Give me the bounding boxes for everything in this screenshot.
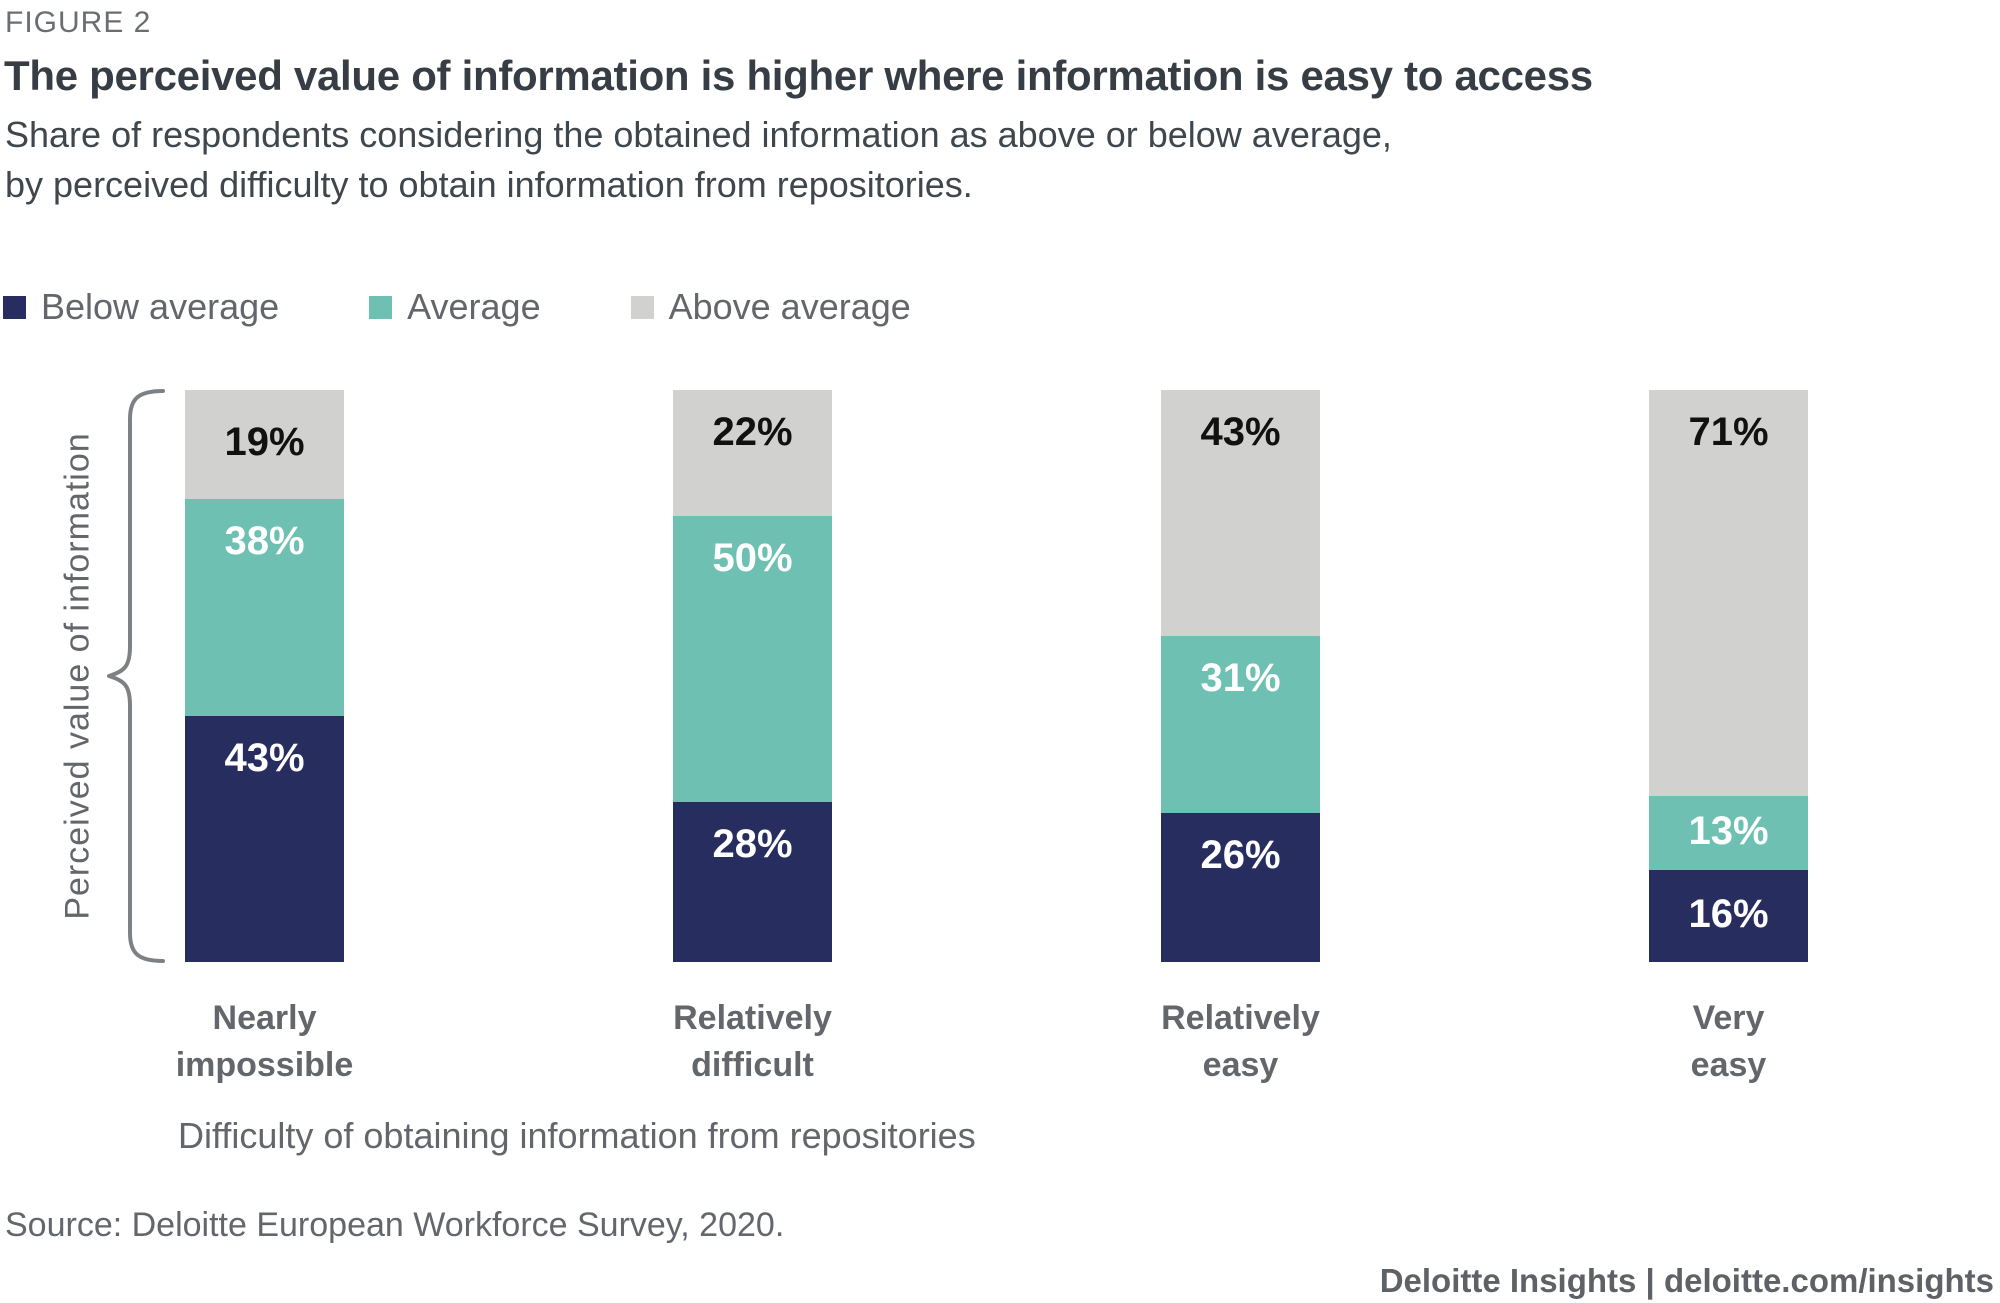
legend-item-above-average: Above average — [630, 286, 911, 328]
segment-value-label: 28% — [712, 821, 793, 866]
chart-title: The perceived value of information is hi… — [4, 52, 1593, 99]
segment-value-label: 19% — [224, 420, 305, 465]
category-label-line: impossible — [175, 1046, 354, 1084]
segment-value-label: 43% — [1200, 410, 1281, 454]
category-label-relatively-easy: Relatively easy — [1081, 995, 1401, 1089]
segment-average-relatively-easy: 31% — [1161, 635, 1320, 814]
legend-item-average: Average — [369, 286, 541, 328]
segment-average-nearly-impossible: 38% — [185, 498, 344, 717]
segment-above-average-relatively-easy: 43% — [1161, 390, 1320, 636]
legend-label-below-average: Below average — [41, 286, 280, 327]
legend-label-average: Average — [407, 286, 541, 327]
category-label-line: Nearly — [212, 999, 317, 1037]
segment-value-label: 16% — [1688, 892, 1769, 937]
chart-subtitle-line-1: Share of respondents considering the obt… — [5, 114, 1392, 155]
segment-below-average-relatively-difficult: 28% — [673, 801, 832, 962]
segment-above-average-relatively-difficult: 22% — [673, 390, 832, 516]
legend-swatch-average-icon — [369, 295, 393, 319]
bar-relatively-easy: 43% 31% 26% — [1161, 390, 1320, 962]
figure-number-label: FIGURE 2 — [5, 6, 152, 39]
segment-below-average-very-easy: 16% — [1649, 870, 1808, 962]
legend-swatch-below-average-icon — [3, 295, 26, 319]
x-axis-title: Difficulty of obtaining information from… — [178, 1115, 976, 1156]
category-label-line: Relatively — [1161, 999, 1320, 1037]
y-axis-brace-icon — [107, 389, 165, 963]
segment-value-label: 26% — [1200, 833, 1281, 878]
legend-label-above-average: Above average — [668, 286, 911, 327]
segment-value-label: 50% — [712, 535, 793, 580]
source-note: Source: Deloitte European Workforce Surv… — [5, 1206, 785, 1244]
category-label-line: easy — [1690, 1046, 1767, 1084]
category-label-line: easy — [1202, 1046, 1279, 1084]
chart-legend: Below average Average Above average — [3, 286, 911, 328]
bar-relatively-difficult: 22% 50% 28% — [673, 390, 832, 962]
chart-subtitle: Share of respondents considering the obt… — [5, 110, 1392, 210]
legend-item-below-average: Below average — [3, 286, 279, 328]
bar-nearly-impossible: 19% 38% 43% — [185, 390, 344, 962]
category-label-line: Relatively — [673, 999, 832, 1037]
legend-swatch-above-average-icon — [630, 295, 654, 319]
segment-above-average-very-easy: 71% — [1649, 390, 1808, 797]
category-label-line: Very — [1692, 999, 1765, 1037]
chart-subtitle-line-2: by perceived difficulty to obtain inform… — [5, 164, 973, 205]
segment-below-average-nearly-impossible: 43% — [185, 716, 344, 962]
segment-value-label: 71% — [1688, 410, 1769, 454]
segment-value-label: 13% — [1688, 809, 1769, 854]
deloitte-insights-footer: Deloitte Insights | deloitte.com/insight… — [1379, 1262, 1994, 1299]
category-label-line: difficult — [691, 1046, 814, 1084]
segment-average-relatively-difficult: 50% — [673, 515, 832, 802]
segment-below-average-relatively-easy: 26% — [1161, 813, 1320, 962]
segment-above-average-nearly-impossible: 19% — [185, 390, 344, 499]
segment-value-label: 43% — [224, 736, 305, 781]
category-label-nearly-impossible: Nearly impossible — [105, 995, 425, 1089]
segment-value-label: 31% — [1200, 655, 1281, 700]
category-label-relatively-difficult: Relatively difficult — [593, 995, 913, 1089]
category-label-very-easy: Very easy — [1569, 995, 1889, 1089]
segment-value-label: 22% — [712, 410, 793, 454]
segment-value-label: 38% — [224, 518, 305, 563]
bar-very-easy: 71% 13% 16% — [1649, 390, 1808, 962]
segment-average-very-easy: 13% — [1649, 796, 1808, 871]
